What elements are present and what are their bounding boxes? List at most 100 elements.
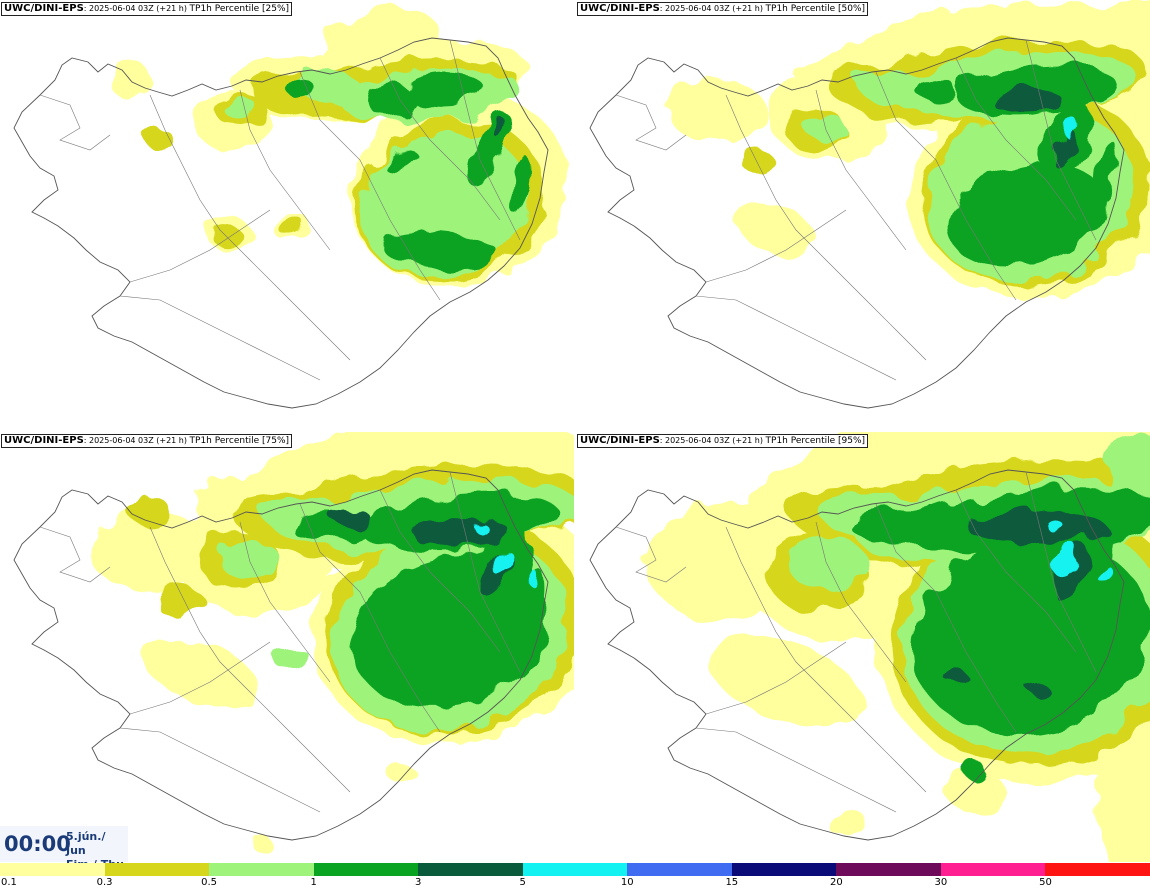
precip-layer-c5 xyxy=(1064,118,1078,138)
precip-area xyxy=(916,78,956,102)
run-time: : 2025-06-04 03Z (+21 h) xyxy=(659,4,766,13)
precip-area xyxy=(474,521,486,533)
coastline xyxy=(589,469,1125,841)
legend-swatch xyxy=(313,863,419,876)
precip-area xyxy=(1052,542,1080,578)
boundary-line xyxy=(129,209,271,283)
boundary-line xyxy=(955,57,1077,221)
panel-title: UWC/DINI-EPS: 2025-06-04 03Z (+21 h) TP1… xyxy=(577,2,869,16)
legend-swatch xyxy=(522,863,628,876)
color-legend-ticks: 0.1 0.3 0.5 1 3 5 10 15 20 30 50 xyxy=(0,877,1150,891)
product-label: TP1h Percentile [75%] xyxy=(189,436,290,446)
precip-area xyxy=(272,645,308,669)
precip-layer-c5 xyxy=(1048,521,1113,585)
precip-area xyxy=(1094,140,1118,200)
panel-title: UWC/DINI-EPS: 2025-06-04 03Z (+21 h) TP1… xyxy=(577,434,869,448)
boundary-line xyxy=(695,727,897,813)
precip-area xyxy=(851,509,961,545)
legend-tick-label: 30 xyxy=(934,877,948,888)
map-panel-50: UWC/DINI-EPS: 2025-06-04 03Z (+21 h) TP1… xyxy=(576,0,1150,430)
boundary-line xyxy=(815,521,907,683)
precip-area xyxy=(946,772,1006,812)
precip-layer-c3 xyxy=(494,118,506,138)
precip-area xyxy=(990,88,1062,112)
product-label: TP1h Percentile [50%] xyxy=(765,4,866,14)
legend-swatch xyxy=(1045,863,1150,876)
panel-title: UWC/DINI-EPS: 2025-06-04 03Z (+21 h) TP1… xyxy=(1,2,293,16)
legend-swatch xyxy=(731,863,837,876)
precip-area xyxy=(806,114,846,142)
precip-area xyxy=(286,78,314,98)
boundary-line xyxy=(149,526,351,793)
boundary-line xyxy=(449,39,521,241)
precip-area xyxy=(382,148,418,172)
precip-layer-c1 xyxy=(286,72,530,269)
legend-tick-label: 10 xyxy=(620,877,634,888)
boundary-line xyxy=(1025,471,1097,673)
precip-area xyxy=(1026,681,1046,693)
precip-area xyxy=(1048,521,1064,533)
precip-area xyxy=(250,834,270,850)
precip-area xyxy=(1054,131,1078,169)
model-name: UWC/DINI-EPS xyxy=(580,3,660,14)
run-time: : 2025-06-04 03Z (+21 h) xyxy=(83,4,190,13)
legend-tick-label: 20 xyxy=(829,877,843,888)
model-name: UWC/DINI-EPS xyxy=(4,3,84,14)
boundary-line xyxy=(119,727,321,813)
precip-area xyxy=(405,72,485,108)
precip-area xyxy=(516,566,544,638)
precip-area xyxy=(294,71,366,105)
legend-tick-label: 0.1 xyxy=(1,877,17,888)
precip-area xyxy=(525,567,535,583)
precip-area xyxy=(510,155,530,215)
color-legend-bar xyxy=(0,863,1150,876)
boundary-line xyxy=(1025,39,1097,241)
model-name: UWC/DINI-EPS xyxy=(4,435,84,446)
legend-swatch xyxy=(627,863,732,876)
boundary-line xyxy=(119,295,321,381)
precip-area xyxy=(224,96,256,120)
precip-layer-c5 xyxy=(474,521,535,583)
boundary-line xyxy=(239,89,331,251)
legend-swatch xyxy=(209,863,314,876)
precip-area xyxy=(494,118,506,138)
valid-time-box: 00:00 5.jún./ Jun Fim./ Thu xyxy=(0,826,128,871)
precip-area xyxy=(410,518,510,546)
valid-date-line1: 5.jún./ Jun xyxy=(66,830,106,857)
precip-area xyxy=(1064,118,1078,138)
precip-area xyxy=(490,546,510,574)
boundary-line xyxy=(615,526,687,583)
product-label: TP1h Percentile [25%] xyxy=(189,4,290,14)
panel-title: UWC/DINI-EPS: 2025-06-04 03Z (+21 h) TP1… xyxy=(1,434,293,448)
precip-area xyxy=(220,540,280,580)
precip-area xyxy=(380,231,500,269)
boundary-line xyxy=(39,94,111,151)
precip-area xyxy=(142,637,258,707)
precip-area xyxy=(737,203,815,257)
boundary-line xyxy=(379,489,501,653)
legend-swatch xyxy=(0,863,105,876)
boundary-line xyxy=(39,526,111,583)
precip-area xyxy=(944,671,968,683)
legend-tick-label: 0.5 xyxy=(201,877,218,888)
coastline xyxy=(13,469,549,841)
map-panel-95: UWC/DINI-EPS: 2025-06-04 03Z (+21 h) TP1… xyxy=(576,432,1150,862)
precip-area xyxy=(130,496,170,528)
boundary-line xyxy=(875,71,1017,301)
coastline xyxy=(589,37,1125,409)
boundary-line xyxy=(299,503,441,733)
precip-area xyxy=(156,586,204,618)
boundary-line xyxy=(239,521,331,683)
precip-area xyxy=(146,130,174,150)
boundary-line xyxy=(149,94,351,361)
map-panel-25: UWC/DINI-EPS: 2025-06-04 03Z (+21 h) TP1… xyxy=(0,0,574,430)
legend-tick-label: 15 xyxy=(725,877,739,888)
model-name: UWC/DINI-EPS xyxy=(580,435,660,446)
legend-swatch xyxy=(836,863,941,876)
valid-time: 00:00 xyxy=(4,832,71,856)
boundary-line xyxy=(705,209,847,283)
boundary-line xyxy=(725,526,927,793)
boundary-line xyxy=(299,71,441,301)
legend-swatch xyxy=(940,863,1046,876)
boundary-line xyxy=(615,94,687,151)
